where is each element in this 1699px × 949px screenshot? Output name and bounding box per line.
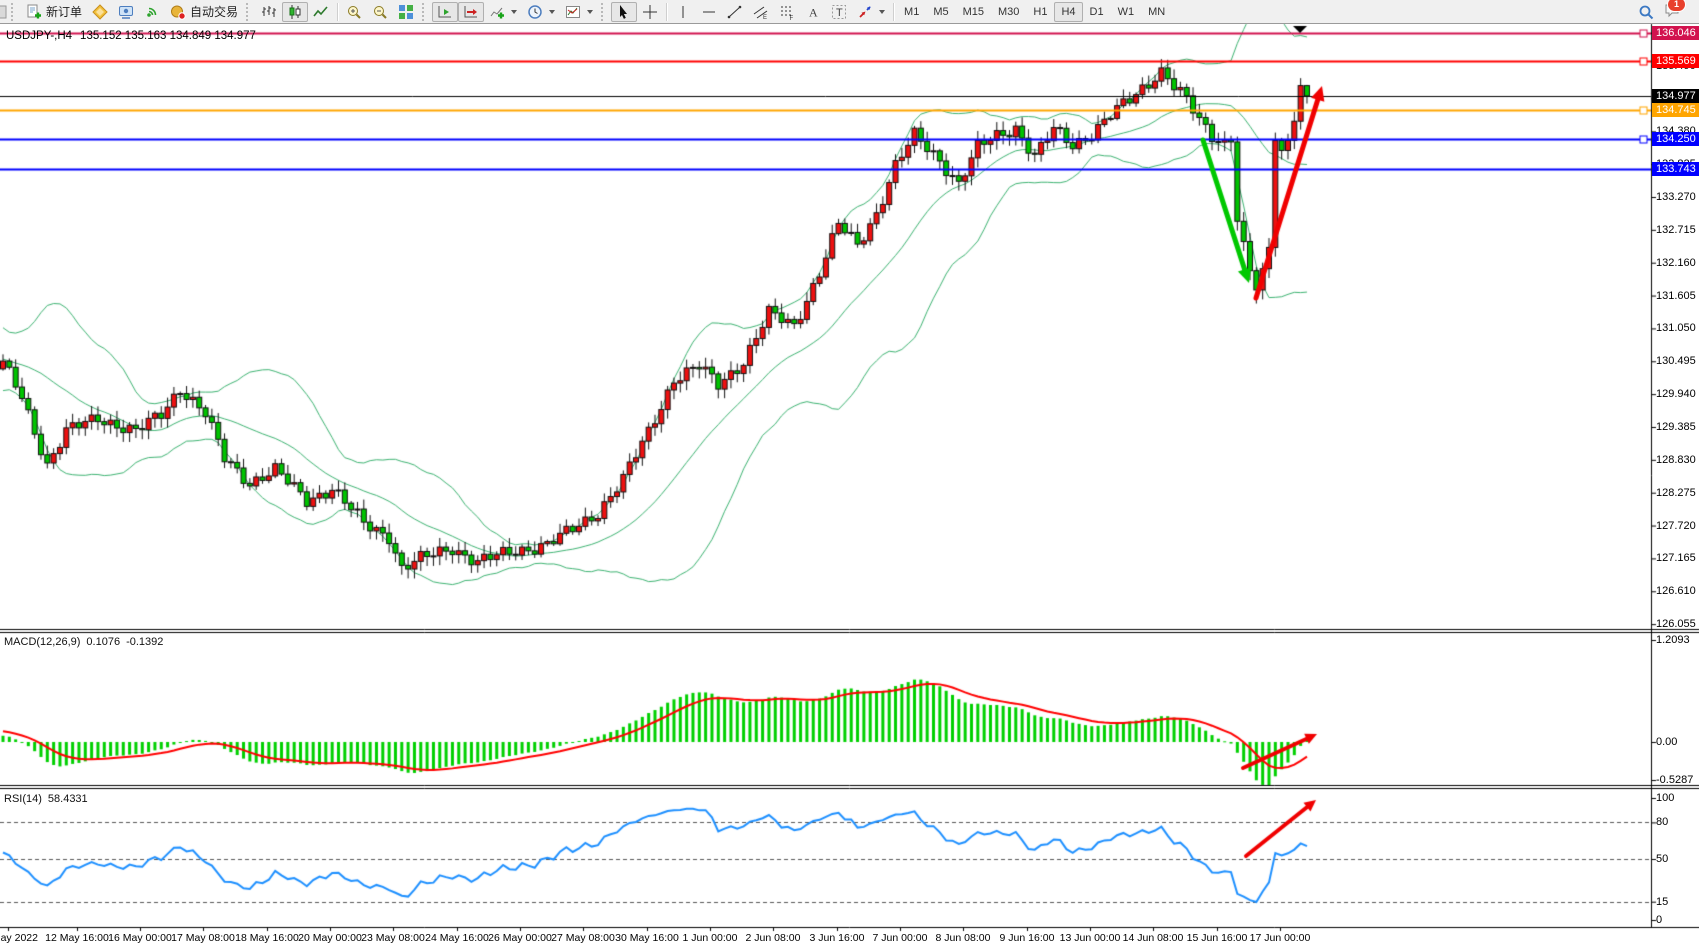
- equidistant-channel-icon: E: [753, 4, 769, 21]
- clipped-toolbar-icon: [0, 4, 8, 20]
- chart-shift-icon: [463, 4, 479, 20]
- timeframe-button-w1[interactable]: W1: [1111, 2, 1142, 22]
- zoom-out-icon: [372, 4, 388, 20]
- timeframe-button-m30[interactable]: M30: [991, 2, 1026, 22]
- crosshair-icon: [642, 4, 658, 20]
- toolbar-separator: [337, 2, 339, 21]
- autotrading-label: 自动交易: [190, 5, 239, 19]
- new-order-label: 新订单: [46, 5, 83, 19]
- zoom-out-button[interactable]: [367, 2, 393, 22]
- trendline-icon: [727, 4, 743, 20]
- text-label-icon: T: [831, 4, 847, 20]
- text-a-icon: A: [805, 4, 821, 20]
- dropdown-caret-icon: [511, 9, 518, 14]
- candlestick-button[interactable]: [282, 1, 309, 22]
- new-order-icon: [26, 4, 42, 20]
- bar-chart-icon: [261, 4, 277, 20]
- search-icon: [1638, 4, 1654, 20]
- metaeditor-button[interactable]: [87, 2, 113, 22]
- chat-button[interactable]: 1: [1659, 0, 1686, 22]
- terminal-icon: [118, 4, 134, 20]
- search-button[interactable]: [1633, 2, 1659, 22]
- main-toolbar: 新订单 自动交易: [0, 0, 1699, 24]
- line-chart-button[interactable]: [308, 2, 334, 22]
- channel-button[interactable]: E: [748, 2, 774, 22]
- trendline-button[interactable]: [722, 2, 748, 22]
- svg-text:T: T: [836, 7, 843, 19]
- terminal-button[interactable]: [113, 2, 139, 22]
- indicators-icon: [489, 4, 505, 20]
- vertical-line-icon: [675, 4, 691, 20]
- tile-windows-icon: [398, 4, 414, 20]
- timeframe-button-m5[interactable]: M5: [926, 2, 955, 22]
- notification-badge: 1: [1667, 0, 1686, 12]
- toolbar-grip: [11, 2, 18, 21]
- horizontal-line-icon: [701, 4, 717, 20]
- candlestick-icon: [287, 4, 303, 20]
- timeframe-button-m1[interactable]: M1: [897, 2, 926, 22]
- dropdown-caret-icon: [549, 9, 556, 14]
- zoom-in-button[interactable]: [341, 2, 367, 22]
- zoom-in-icon: [346, 4, 362, 20]
- tile-windows-button[interactable]: [393, 2, 419, 22]
- timeframe-button-h4[interactable]: H4: [1054, 1, 1083, 22]
- svg-text:F: F: [790, 16, 794, 20]
- templates-icon: [565, 4, 581, 20]
- svg-text:E: E: [763, 15, 767, 20]
- periods-clock-icon: [527, 4, 543, 20]
- svg-text:A: A: [809, 5, 818, 19]
- cursor-arrow-icon: [616, 4, 632, 20]
- metaeditor-icon: [92, 3, 108, 20]
- fibonacci-button[interactable]: F: [774, 2, 800, 22]
- vertical-line-button[interactable]: [670, 2, 696, 22]
- horizontal-line-button[interactable]: [696, 2, 722, 22]
- bar-chart-button[interactable]: [256, 2, 282, 22]
- signals-button[interactable]: [139, 2, 165, 22]
- new-order-button[interactable]: 新订单: [21, 2, 87, 22]
- timeframe-button-d1[interactable]: D1: [1083, 2, 1111, 22]
- text-label-button[interactable]: T: [826, 2, 852, 22]
- autotrading-icon: [170, 4, 186, 20]
- fibonacci-icon: F: [779, 4, 795, 22]
- arrows-tool-button[interactable]: [852, 2, 890, 22]
- chart-shift-button[interactable]: [458, 1, 485, 22]
- timeframe-button-m15[interactable]: M15: [956, 2, 991, 22]
- signals-icon: [144, 4, 160, 20]
- toolbar-grip: [422, 2, 429, 21]
- indicators-button[interactable]: [484, 2, 522, 22]
- toolbar-grip: [601, 2, 608, 21]
- toolbar-separator: [893, 2, 895, 21]
- scroll-to-end-button[interactable]: [432, 1, 459, 22]
- periods-button[interactable]: [522, 2, 560, 22]
- text-button[interactable]: A: [800, 2, 826, 22]
- autotrading-button[interactable]: 自动交易: [165, 2, 243, 22]
- timeframe-button-h1[interactable]: H1: [1026, 2, 1054, 22]
- toolbar-separator: [666, 2, 668, 21]
- crosshair-button[interactable]: [637, 2, 663, 22]
- line-chart-icon: [313, 4, 329, 20]
- dropdown-caret-icon: [587, 9, 594, 14]
- dropdown-caret-icon: [879, 9, 886, 14]
- arrow-shapes-icon: [857, 4, 873, 20]
- toolbar-grip: [246, 2, 253, 21]
- timeframe-button-mn[interactable]: MN: [1141, 2, 1172, 22]
- scroll-to-end-icon: [437, 4, 453, 20]
- templates-button[interactable]: [560, 2, 598, 22]
- cursor-button[interactable]: [611, 1, 638, 22]
